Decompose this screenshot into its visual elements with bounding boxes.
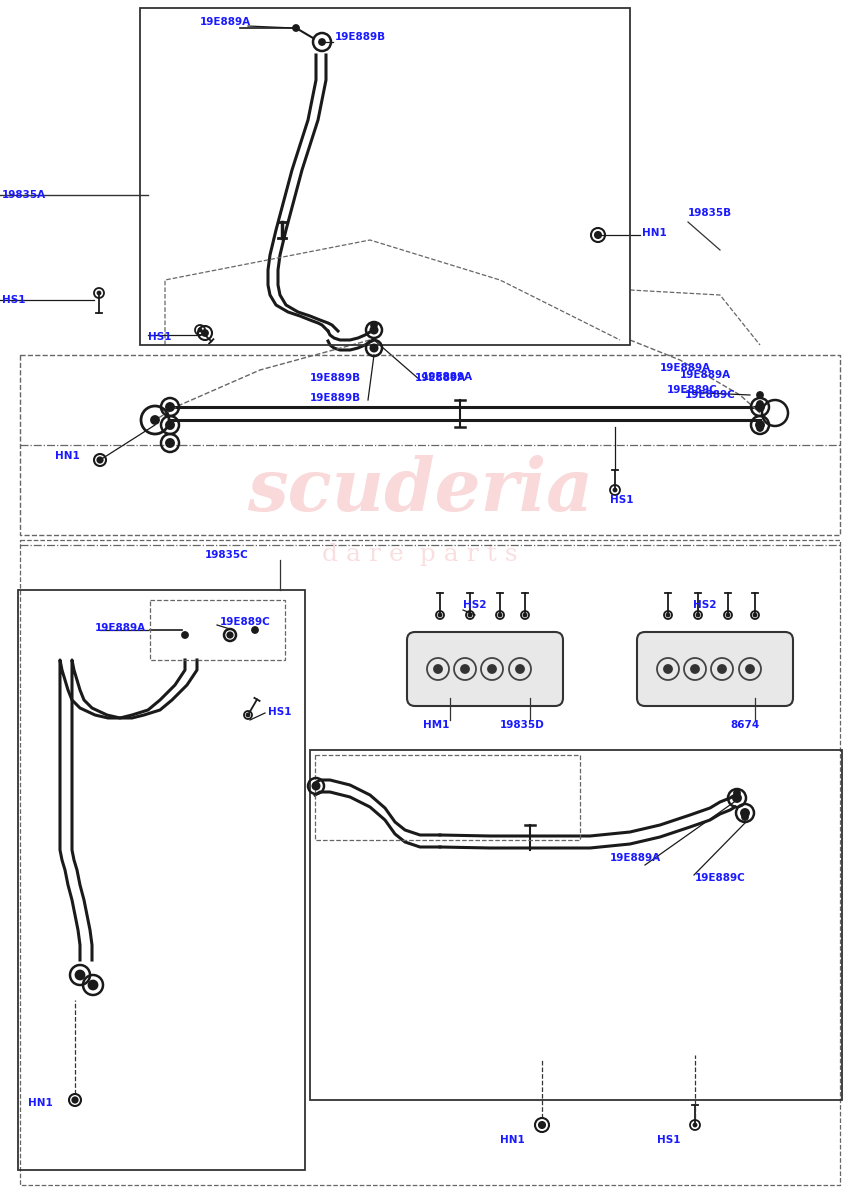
Text: HN1: HN1 [500,1135,525,1145]
Text: HN1: HN1 [55,451,80,461]
Circle shape [371,344,377,352]
Text: 19E889B: 19E889B [310,392,361,403]
Circle shape [319,38,325,44]
FancyBboxPatch shape [637,632,793,706]
Circle shape [469,613,471,617]
Text: HM1: HM1 [423,720,449,730]
Circle shape [371,322,377,328]
Circle shape [595,232,602,238]
Circle shape [516,665,524,673]
Circle shape [151,416,159,424]
Text: scuderia: scuderia [247,455,593,526]
Text: 19E889A: 19E889A [415,373,466,383]
Circle shape [538,1122,545,1128]
Circle shape [252,626,258,634]
Text: HN1: HN1 [642,228,667,238]
Circle shape [664,665,672,673]
Text: d a r e  p a r t s: d a r e p a r t s [322,544,518,566]
Circle shape [757,425,763,431]
Circle shape [371,326,377,334]
Circle shape [613,488,617,492]
Circle shape [733,794,741,802]
Text: 19E889A: 19E889A [95,623,147,634]
Circle shape [694,1123,696,1127]
Circle shape [727,613,729,617]
Text: HS1: HS1 [2,295,26,305]
FancyBboxPatch shape [407,632,563,706]
Circle shape [734,790,740,796]
Bar [140,8,630,346]
Circle shape [461,665,469,673]
Circle shape [371,346,377,350]
Circle shape [166,421,174,430]
Text: 19835A: 19835A [2,190,46,200]
Text: 19835C: 19835C [205,550,249,560]
Circle shape [166,439,174,448]
Text: HS1: HS1 [657,1135,681,1145]
Bar [310,750,842,1100]
Circle shape [202,330,208,336]
Circle shape [756,421,764,430]
Text: 19E889B: 19E889B [310,373,361,383]
Text: 19E889C: 19E889C [695,874,746,883]
Circle shape [757,392,763,398]
Circle shape [746,665,754,673]
Text: 19E889A: 19E889A [660,362,711,373]
Circle shape [434,665,442,673]
Bar [20,355,840,535]
Text: HN1: HN1 [28,1098,53,1108]
Circle shape [691,665,699,673]
Circle shape [227,632,233,637]
Text: 19E889A: 19E889A [200,17,251,26]
Circle shape [753,613,757,617]
Bar [18,590,305,1170]
Text: 19E889C: 19E889C [667,385,717,395]
Circle shape [439,613,441,617]
Text: 8674: 8674 [730,720,759,730]
Text: HS2: HS2 [463,600,486,610]
Circle shape [756,403,764,412]
Circle shape [488,665,496,673]
Circle shape [76,971,84,979]
Circle shape [718,665,726,673]
Circle shape [89,980,97,990]
Circle shape [313,782,320,790]
Bar [150,600,285,660]
Text: 19E889A: 19E889A [680,370,731,380]
Circle shape [72,1097,78,1103]
Text: 19835B: 19835B [688,208,732,218]
Text: HS1: HS1 [148,332,171,342]
Circle shape [97,457,103,463]
Text: HS2: HS2 [693,600,717,610]
Circle shape [293,25,299,31]
Text: 19E889C: 19E889C [220,617,271,626]
Circle shape [498,613,502,617]
Circle shape [757,401,763,407]
Text: 19E889A: 19E889A [610,853,661,863]
Circle shape [523,613,527,617]
Bar [315,755,580,840]
Text: 19E889A: 19E889A [422,372,473,382]
Text: 19E889C: 19E889C [685,390,736,400]
Circle shape [182,632,188,638]
Circle shape [166,403,174,412]
Circle shape [97,292,101,294]
Text: 19E889B: 19E889B [335,32,386,42]
Circle shape [246,714,250,716]
Circle shape [742,814,748,820]
Circle shape [666,613,670,617]
Circle shape [741,809,749,817]
Text: HS1: HS1 [610,494,634,505]
Text: HS1: HS1 [268,707,291,716]
Text: 19835D: 19835D [500,720,544,730]
Circle shape [199,329,202,331]
Circle shape [696,613,699,617]
